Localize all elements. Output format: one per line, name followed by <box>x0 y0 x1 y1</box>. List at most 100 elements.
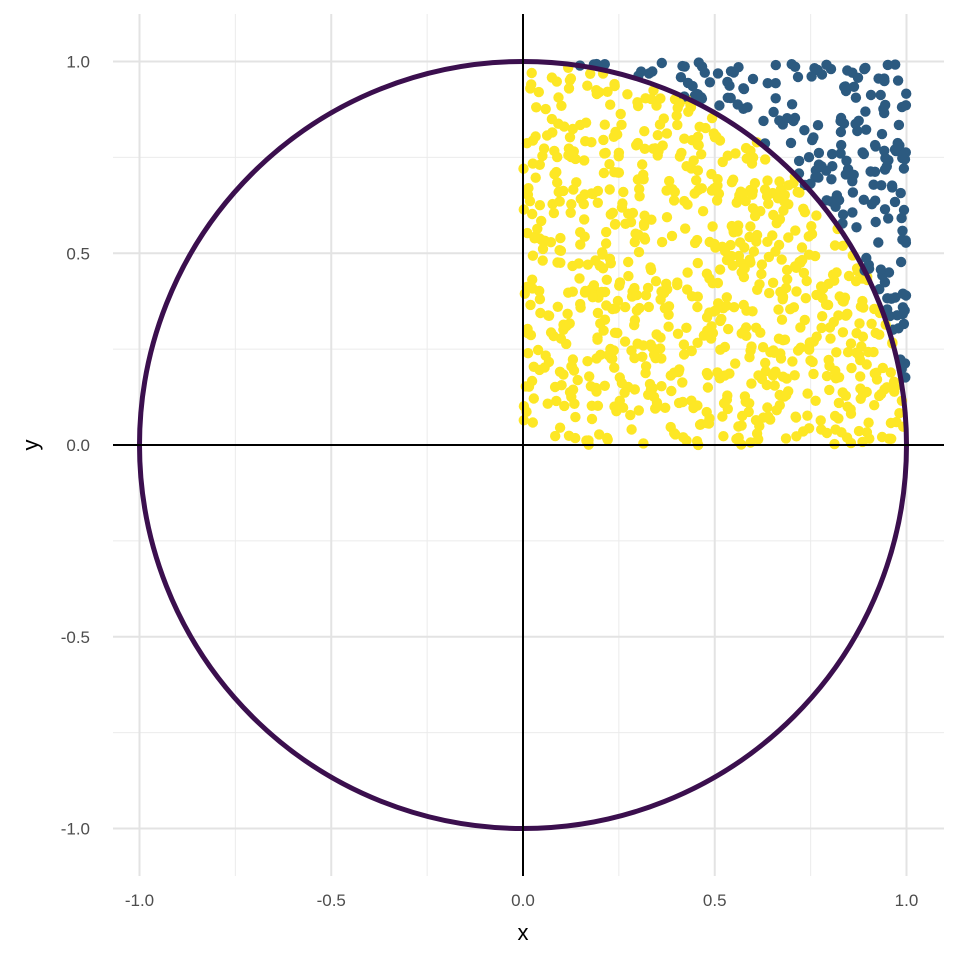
point-outside <box>762 78 773 89</box>
point-inside <box>524 196 536 207</box>
point-inside <box>692 139 703 150</box>
point-inside <box>821 370 833 382</box>
point-inside <box>633 405 644 416</box>
point-outside <box>722 76 733 88</box>
point-inside <box>579 214 590 225</box>
point-inside <box>888 376 900 387</box>
point-inside <box>800 293 811 304</box>
point-inside <box>811 331 822 342</box>
point-inside <box>633 229 644 240</box>
point-outside <box>838 118 850 129</box>
point-inside <box>545 237 557 248</box>
point-inside <box>552 177 563 188</box>
point-inside <box>537 243 549 255</box>
point-inside <box>592 197 603 208</box>
point-inside <box>750 415 762 426</box>
point-inside <box>730 358 741 369</box>
point-inside <box>659 303 671 314</box>
point-inside <box>721 300 732 311</box>
point-outside <box>860 124 872 135</box>
y-tick-label: 0.5 <box>66 244 90 263</box>
point-inside <box>767 230 778 241</box>
point-inside <box>565 73 577 84</box>
point-outside <box>704 77 716 88</box>
point-inside <box>552 257 563 268</box>
point-inside <box>552 301 563 312</box>
point-inside <box>542 398 553 409</box>
point-outside <box>897 225 908 236</box>
point-inside <box>778 205 789 216</box>
point-inside <box>715 344 726 355</box>
point-inside <box>660 402 671 413</box>
point-outside <box>808 132 819 143</box>
point-outside <box>895 256 907 268</box>
point-inside <box>824 384 835 396</box>
point-outside <box>835 126 847 138</box>
point-inside <box>594 87 605 98</box>
point-inside <box>618 186 629 198</box>
point-inside <box>534 200 546 211</box>
point-inside <box>837 240 849 251</box>
point-inside <box>640 290 652 301</box>
point-inside <box>528 393 539 404</box>
point-outside <box>852 125 863 137</box>
point-outside <box>887 182 898 193</box>
point-inside <box>639 210 650 221</box>
point-inside <box>692 131 704 142</box>
point-inside <box>527 158 538 169</box>
point-inside <box>531 102 542 113</box>
point-inside <box>599 286 611 298</box>
point-inside <box>609 362 620 373</box>
point-inside <box>629 352 640 364</box>
point-inside <box>679 195 690 207</box>
point-inside <box>616 119 627 130</box>
point-inside <box>546 72 558 83</box>
point-inside <box>870 327 881 339</box>
point-inside <box>623 256 634 268</box>
point-inside <box>789 370 800 381</box>
point-inside <box>730 148 741 159</box>
point-inside <box>637 351 648 362</box>
point-inside <box>692 257 703 269</box>
point-inside <box>598 134 609 146</box>
point-inside <box>651 329 662 340</box>
point-inside <box>609 78 620 90</box>
point-inside <box>567 354 579 365</box>
point-inside <box>728 174 739 185</box>
point-inside <box>634 191 645 202</box>
point-inside <box>668 195 680 206</box>
point-outside <box>812 64 823 76</box>
point-inside <box>537 150 548 162</box>
point-inside <box>652 130 663 141</box>
point-inside <box>599 380 610 391</box>
point-inside <box>820 299 832 310</box>
point-inside <box>578 198 589 210</box>
point-inside <box>613 167 625 178</box>
point-inside <box>666 230 678 242</box>
point-inside <box>567 260 578 272</box>
point-inside <box>672 328 684 339</box>
point-inside <box>568 146 579 157</box>
point-outside <box>738 83 749 94</box>
point-inside <box>554 366 566 377</box>
point-inside <box>825 333 836 344</box>
point-inside <box>707 327 719 339</box>
point-inside <box>633 246 645 258</box>
y-tick-label: -0.5 <box>61 628 90 647</box>
point-outside <box>861 252 872 264</box>
point-inside <box>781 390 792 401</box>
point-inside <box>756 259 768 270</box>
point-inside <box>585 381 597 392</box>
point-inside <box>757 342 769 353</box>
point-inside <box>788 302 800 313</box>
point-inside <box>562 308 573 319</box>
point-outside <box>813 147 825 159</box>
point-inside <box>831 347 842 358</box>
point-inside <box>537 255 548 266</box>
point-inside <box>606 353 617 364</box>
point-inside <box>851 347 862 358</box>
point-inside <box>869 400 880 411</box>
point-inside <box>570 432 581 444</box>
point-inside <box>751 229 763 241</box>
